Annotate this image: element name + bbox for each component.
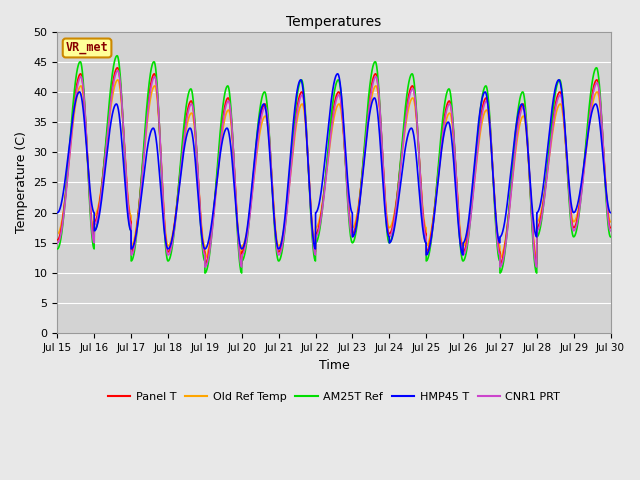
Title: Temperatures: Temperatures: [286, 15, 381, 29]
X-axis label: Time: Time: [319, 359, 349, 372]
Y-axis label: Temperature (C): Temperature (C): [15, 132, 28, 233]
Legend: Panel T, Old Ref Temp, AM25T Ref, HMP45 T, CNR1 PRT: Panel T, Old Ref Temp, AM25T Ref, HMP45 …: [103, 387, 564, 406]
Text: VR_met: VR_met: [66, 41, 108, 55]
